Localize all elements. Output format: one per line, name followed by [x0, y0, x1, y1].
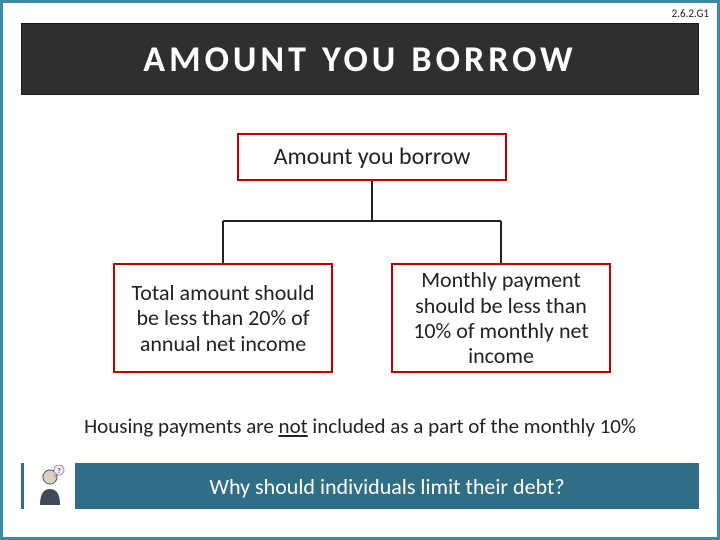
thinker-icon: ? [21, 463, 75, 509]
left-node: Total amount should be less than 20% of … [113, 263, 333, 373]
slide-title: AMOUNT YOU BORROW [143, 37, 576, 81]
title-bar: AMOUNT YOU BORROW [21, 23, 699, 95]
footnote: Housing payments are not included as a p… [3, 413, 717, 439]
footnote-after: included as a part of the monthly 10% [308, 413, 636, 439]
hierarchy-diagram: Amount you borrow Total amount should be… [3, 133, 717, 393]
slide: 2.6.2.G1 AMOUNT YOU BORROW Amount you bo… [0, 0, 720, 540]
right-node: Monthly payment should be less than 10% … [391, 263, 611, 373]
question-text: Why should individuals limit their debt? [75, 463, 699, 509]
svg-text:?: ? [57, 466, 60, 475]
question-bar: ? Why should individuals limit their deb… [21, 463, 699, 509]
root-node: Amount you borrow [237, 133, 507, 181]
slide-code: 2.6.2.G1 [670, 7, 711, 20]
footnote-before: Housing payments are [84, 413, 278, 439]
footnote-emphasis: not [279, 413, 308, 439]
